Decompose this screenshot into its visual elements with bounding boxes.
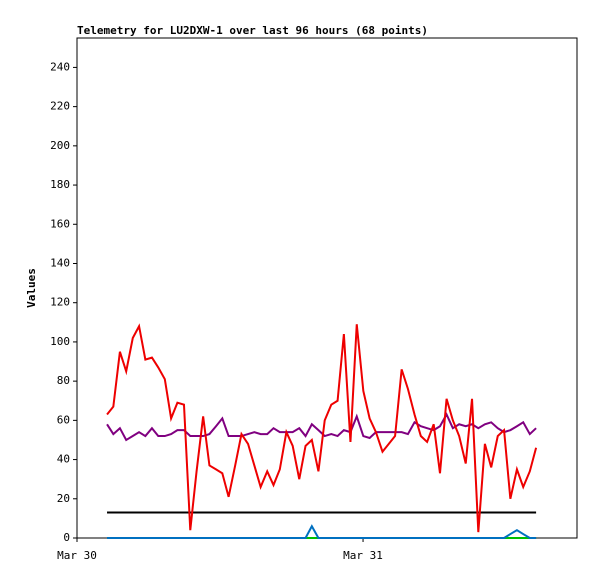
chart-title: Telemetry for LU2DXW-1 over last 96 hour… — [77, 24, 428, 37]
y-tick-label: 120 — [50, 296, 70, 309]
plot-frame — [76, 37, 578, 539]
x-tick-label: Mar 31 — [343, 549, 383, 562]
y-tick-label: 100 — [50, 335, 70, 348]
y-tick-label: 40 — [57, 453, 70, 466]
y-axis-label: Values — [25, 268, 38, 308]
y-tick-label: 240 — [50, 60, 70, 73]
y-tick-label: 140 — [50, 256, 70, 269]
y-tick-label: 60 — [57, 413, 70, 426]
y-tick-label: 0 — [63, 531, 70, 544]
y-tick-label: 160 — [50, 217, 70, 230]
series-line — [107, 524, 537, 539]
y-tick-label: 200 — [50, 139, 70, 152]
x-tick-label: Mar 30 — [57, 549, 97, 562]
series-line — [106, 323, 538, 533]
y-tick-label: 20 — [57, 492, 70, 505]
series-line — [106, 412, 537, 442]
y-tick-label: 80 — [57, 374, 70, 387]
y-tick-label: 180 — [50, 178, 70, 191]
y-tick-label: 220 — [50, 100, 70, 113]
